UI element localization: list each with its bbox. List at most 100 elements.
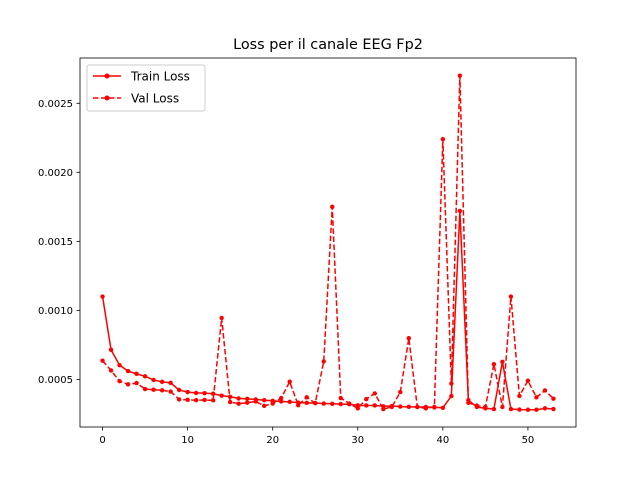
val-loss-point [483, 404, 488, 410]
train-loss-point [508, 406, 514, 412]
train-loss-point [491, 406, 497, 412]
train-loss-point [304, 400, 309, 406]
val-loss-point [406, 336, 412, 341]
val-loss-point [415, 404, 420, 410]
legend: Train Loss Val Loss [86, 64, 206, 112]
val-loss-point [389, 404, 395, 410]
train-loss-point [449, 393, 454, 399]
val-loss-point [381, 406, 386, 412]
train-loss-point [534, 407, 539, 412]
train-loss-point [330, 401, 335, 407]
legend-train-marker [104, 73, 110, 79]
train-loss-point [525, 407, 531, 412]
train-loss-point [372, 403, 377, 408]
val-loss-point [108, 368, 114, 373]
val-loss-point [449, 381, 454, 386]
train-loss-point [279, 399, 284, 404]
train-loss-point [517, 407, 522, 412]
val-loss-point [364, 396, 369, 402]
train-loss-point [125, 368, 131, 374]
val-loss-point [219, 315, 224, 321]
series-layer [100, 73, 556, 412]
train-loss-point [261, 398, 267, 403]
train-loss-point [542, 406, 548, 411]
y-tick-label: 0.0020 [38, 168, 73, 179]
x-tick-label: 0 [99, 435, 105, 446]
train-loss-point [244, 396, 250, 402]
train-loss-point [193, 390, 199, 396]
val-loss-point [508, 294, 514, 299]
legend-train-label: Train Loss [130, 70, 190, 84]
val-loss-point [296, 402, 301, 408]
val-loss-point [500, 404, 505, 410]
train-loss-point [168, 380, 173, 386]
val-loss-point [117, 378, 122, 384]
val-loss-point [457, 73, 463, 78]
chart-title: Loss per il canale EEG Fp2 [233, 37, 423, 53]
train-loss-point [364, 403, 369, 408]
train-loss-point [500, 359, 505, 365]
val-loss-point [287, 379, 292, 384]
x-tick-label: 50 [522, 435, 535, 446]
val-loss-point [330, 204, 335, 210]
train-loss-point [100, 294, 105, 299]
train-loss-point [108, 347, 114, 353]
train-loss-point [287, 399, 292, 405]
y-tick-label: 0.0025 [38, 99, 73, 110]
train-loss-point [185, 389, 190, 395]
val-loss-point [304, 395, 309, 400]
val-loss-point [313, 400, 318, 406]
val-loss-point [525, 378, 531, 383]
val-loss-point [372, 391, 377, 396]
val-loss-point [440, 136, 446, 142]
val-loss-point [432, 404, 437, 410]
train-loss-point [176, 387, 182, 393]
train-loss-point [457, 208, 463, 214]
val-loss-point [244, 400, 250, 405]
train-loss-point [321, 401, 326, 406]
val-loss-point [474, 403, 480, 408]
plot-frame [79, 57, 577, 428]
train-loss-point [151, 377, 156, 383]
val-loss-point [210, 398, 216, 403]
x-tick-label: 40 [436, 435, 449, 446]
val-loss-point [466, 400, 471, 406]
train-loss-point [355, 403, 360, 408]
val-loss-point [168, 389, 173, 394]
val-loss-series [100, 73, 556, 412]
y-tick-label: 0.0010 [38, 306, 73, 317]
val-loss-point [517, 393, 522, 399]
val-loss-point [134, 380, 139, 386]
y-tick-label: 0.0005 [38, 375, 73, 386]
val-loss-point [236, 401, 241, 406]
val-loss-point [202, 397, 207, 403]
val-loss-point [142, 386, 148, 392]
train-loss-point [406, 404, 412, 410]
y-axis-ticks: 0.0005 0.0010 0.0015 0.0020 0.0025 [38, 99, 80, 386]
val-loss-point [321, 359, 326, 364]
val-loss-point [347, 401, 352, 406]
val-loss-point [151, 387, 156, 392]
val-loss-point [100, 358, 105, 363]
plot-area [80, 58, 576, 427]
train-loss-point [440, 405, 446, 411]
x-tick-label: 20 [266, 435, 279, 446]
x-axis-ticks: 0 10 20 30 40 50 [99, 427, 534, 446]
legend-val-marker [104, 95, 110, 101]
x-tick-label: 10 [181, 435, 194, 446]
train-loss-point [219, 393, 224, 398]
val-loss-point [279, 395, 284, 401]
y-tick-label: 0.0015 [38, 237, 73, 248]
val-loss-point [125, 382, 131, 387]
val-loss-point [551, 396, 556, 401]
x-tick-label: 30 [351, 435, 364, 446]
val-loss-point [159, 388, 165, 393]
val-loss-point [227, 399, 233, 405]
val-loss-point [355, 406, 360, 411]
val-loss-point [176, 397, 182, 402]
val-loss-point [261, 403, 267, 409]
val-loss-point [185, 397, 190, 403]
train-loss-point [338, 401, 343, 407]
train-loss-point [236, 396, 241, 401]
train-loss-point [117, 362, 122, 368]
